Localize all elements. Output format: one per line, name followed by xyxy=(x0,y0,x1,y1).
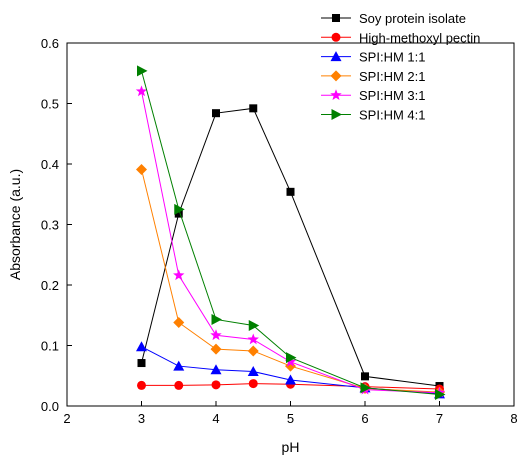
legend-marker xyxy=(330,70,342,82)
data-point xyxy=(286,352,297,364)
data-point xyxy=(285,374,296,385)
data-point xyxy=(248,320,260,332)
legend-item: Soy protein isolate xyxy=(321,11,466,26)
data-point xyxy=(136,163,147,175)
legend-marker xyxy=(332,14,340,22)
plot-frame xyxy=(66,42,515,407)
data-point xyxy=(135,85,148,97)
data-point xyxy=(174,380,184,390)
data-point xyxy=(137,380,146,390)
series-spi-hm-3-1 xyxy=(135,85,446,398)
x-tick-label: 8 xyxy=(510,411,517,426)
series-line xyxy=(141,107,440,387)
y-tick-label: 0.3 xyxy=(41,218,59,233)
legend: Soy protein isolate High-methoxyl pectin S… xyxy=(321,11,480,123)
legend-item: SPI:HM 2:1 xyxy=(321,69,425,84)
data-point xyxy=(210,329,222,341)
plot-border xyxy=(66,42,515,407)
data-point xyxy=(137,65,148,77)
y-tick-label: 0.5 xyxy=(41,97,59,112)
y-axis-title: Absorbance (a.u.) xyxy=(7,169,23,280)
data-point xyxy=(361,372,369,381)
legend-item: SPI:HM 4:1 xyxy=(321,108,425,123)
data-point xyxy=(174,203,185,215)
y-axis: 0.0 0.1 0.2 0.3 0.4 0.5 0.6 xyxy=(41,36,72,414)
series-soy-protein-isolate xyxy=(137,104,444,391)
data-point xyxy=(247,333,259,345)
y-tick-label: 0.2 xyxy=(41,278,59,293)
data-point xyxy=(435,389,446,401)
y-tick-label: 0.4 xyxy=(41,157,59,172)
legend-item: High-methoxyl pectin xyxy=(321,30,480,45)
data-point xyxy=(211,313,222,325)
data-point xyxy=(173,360,185,371)
series-layer xyxy=(135,65,446,401)
data-point xyxy=(173,269,185,281)
data-point xyxy=(174,209,183,218)
data-point xyxy=(247,366,259,377)
data-point xyxy=(249,104,258,113)
legend-label: High-methoxyl pectin xyxy=(359,30,480,45)
data-point xyxy=(210,364,222,375)
data-point xyxy=(248,379,258,389)
legend-marker xyxy=(330,89,342,101)
legend-item: SPI:HM 3:1 xyxy=(321,88,425,103)
y-tick-label: 0.1 xyxy=(41,339,59,354)
x-axis-title: pH xyxy=(282,439,300,455)
y-tick-label: 0.0 xyxy=(41,399,59,414)
legend-marker xyxy=(331,109,342,120)
data-point xyxy=(211,380,221,390)
x-tick-label: 6 xyxy=(361,411,368,426)
x-tick-label: 4 xyxy=(212,411,219,426)
data-point xyxy=(286,187,295,196)
legend-marker xyxy=(331,32,341,42)
legend-label: SPI:HM 1:1 xyxy=(359,50,425,65)
series-spi-hm-4-1 xyxy=(137,65,446,401)
data-point xyxy=(212,109,220,118)
data-point xyxy=(284,355,297,367)
x-tick-label: 3 xyxy=(138,411,145,426)
legend-label: Soy protein isolate xyxy=(359,11,466,26)
legend-item: SPI:HM 1:1 xyxy=(321,50,425,65)
data-point xyxy=(136,341,147,352)
data-point xyxy=(247,345,259,357)
x-tick-label: 7 xyxy=(436,411,443,426)
x-tick-label: 2 xyxy=(63,411,70,426)
x-axis: 2 3 4 5 6 7 8 xyxy=(63,401,517,426)
data-point xyxy=(360,382,371,394)
legend-label: SPI:HM 3:1 xyxy=(359,88,425,103)
data-point xyxy=(173,317,185,329)
legend-label: SPI:HM 4:1 xyxy=(359,108,425,123)
y-tick-label: 0.6 xyxy=(41,36,59,51)
data-point xyxy=(137,359,146,368)
legend-marker xyxy=(330,51,342,62)
legend-label: SPI:HM 2:1 xyxy=(359,69,425,84)
series-line xyxy=(141,91,440,394)
data-point xyxy=(210,343,222,355)
x-tick-label: 5 xyxy=(287,411,294,426)
